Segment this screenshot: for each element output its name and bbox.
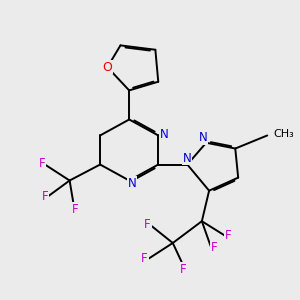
Text: F: F bbox=[144, 218, 151, 231]
Text: F: F bbox=[225, 229, 231, 242]
Text: CH₃: CH₃ bbox=[273, 129, 294, 139]
Text: F: F bbox=[141, 253, 148, 266]
Text: N: N bbox=[128, 177, 136, 190]
Text: N: N bbox=[199, 131, 208, 144]
Text: F: F bbox=[42, 190, 48, 203]
Text: F: F bbox=[72, 203, 79, 216]
Text: F: F bbox=[180, 263, 186, 276]
Text: N: N bbox=[183, 152, 192, 165]
Text: F: F bbox=[39, 157, 45, 169]
Text: F: F bbox=[211, 241, 218, 254]
Text: N: N bbox=[160, 128, 168, 140]
Text: O: O bbox=[103, 61, 112, 74]
